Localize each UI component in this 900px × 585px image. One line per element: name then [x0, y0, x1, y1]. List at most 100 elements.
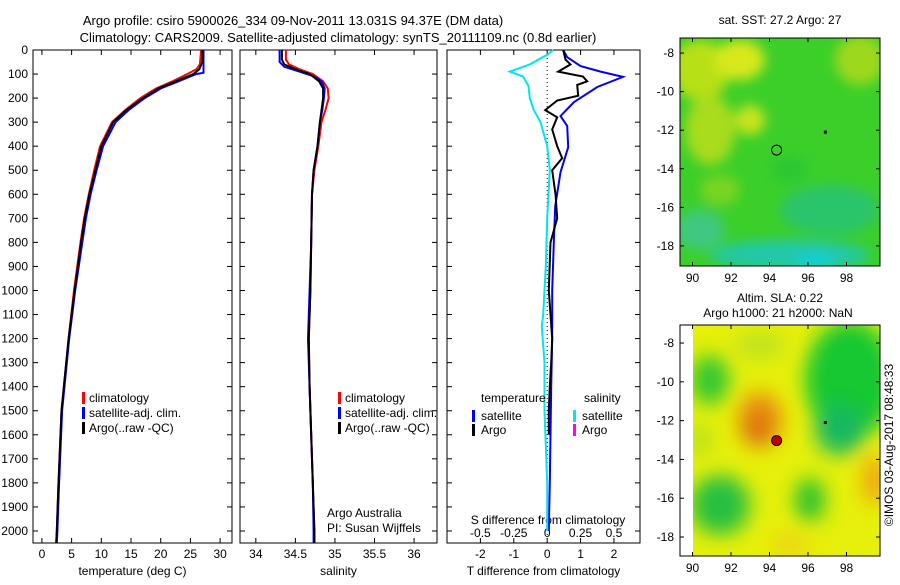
legend-label: Argo(..raw -QC) — [89, 421, 174, 435]
legend-marker — [338, 407, 341, 419]
lat-tick-label: -12 — [657, 123, 675, 137]
legend-marker-s_argo — [573, 424, 576, 436]
legend-marker — [82, 392, 85, 404]
lon-tick-label: 94 — [763, 561, 777, 575]
salinity-profile-xlabel: salinity — [320, 564, 357, 578]
sst-map-frame — [679, 37, 881, 267]
s-diff-tick-label: 0 — [544, 526, 551, 540]
legend-marker-s_sat — [573, 410, 576, 422]
lat-tick-label: -18 — [657, 530, 675, 544]
depth-tick-label: 400 — [8, 139, 28, 153]
legend-marker — [338, 422, 341, 434]
sla-map-title: Altim. SLA: 0.22 — [737, 291, 823, 305]
argo-position-marker — [771, 144, 783, 156]
series-line-s-satellite — [506, 49, 554, 531]
depth-tick-label: 200 — [8, 91, 28, 105]
difference-profile-xtick-label: -1 — [508, 547, 519, 561]
depth-tick-label: 500 — [8, 163, 28, 177]
lat-tick-label: -12 — [657, 414, 675, 428]
depth-tick-label: 1600 — [1, 428, 28, 442]
depth-tick-label: 900 — [8, 259, 28, 273]
temperature-profile-frame — [32, 49, 233, 544]
sst-map-image — [680, 38, 880, 266]
depth-tick-label: 1500 — [1, 404, 28, 418]
series-line-argo-raw-qc- — [280, 50, 325, 543]
depth-tick-label: 300 — [8, 115, 28, 129]
legend-label-t_argo: Argo — [481, 423, 507, 437]
sla-map-subtitle: Argo h1000: 21 h2000: NaN — [703, 306, 852, 320]
series-line-satellite-adj-clim- — [278, 50, 326, 543]
temperature-profile-xtick-label: 5 — [68, 547, 75, 561]
depth-tick-label: 1200 — [1, 332, 28, 346]
sla-map-nodata-strip — [681, 326, 693, 555]
depth-tick-label: 2000 — [1, 524, 28, 538]
salinity-profile-frame — [239, 49, 438, 544]
difference-profile-xtick-label: -2 — [475, 547, 486, 561]
sla-map-image — [693, 325, 880, 556]
legend-label-t_sat: satellite — [481, 409, 522, 423]
legend-marker — [82, 422, 85, 434]
copyright-text: ©IMOS 03-Aug-2017 08:48:33 — [882, 364, 896, 527]
depth-tick-label: 600 — [8, 187, 28, 201]
series-line-argo-raw-qc- — [55, 50, 204, 544]
salinity-profile-xtick-label: 34.5 — [284, 547, 308, 561]
series-line-satellite-adj-clim- — [55, 50, 205, 544]
temperature-profile-xtick-label: 30 — [213, 547, 227, 561]
legend-title-temperature: temperature — [481, 391, 546, 405]
s-diff-tick-label: 0.25 — [569, 526, 593, 540]
lat-tick-label: -16 — [657, 491, 675, 505]
annotation-line-1: Argo Australia — [327, 506, 402, 520]
legend-marker-t_argo — [472, 424, 475, 436]
legend-marker — [338, 392, 341, 404]
salinity-profile-xtick-label: 36 — [407, 547, 421, 561]
lat-tick-label: -8 — [663, 336, 674, 350]
depth-tick-label: 1000 — [1, 283, 28, 297]
series-line-t-satellite — [547, 49, 627, 532]
lat-tick-label: -8 — [663, 46, 674, 60]
legend-label: climatology — [345, 391, 405, 405]
temperature-profile-xtick-label: 0 — [39, 547, 46, 561]
lat-tick-label: -14 — [657, 162, 675, 176]
lat-tick-label: -10 — [657, 85, 675, 99]
temperature-profile-xtick-label: 15 — [124, 547, 138, 561]
depth-tick-label: 1900 — [1, 500, 28, 514]
difference-profile-xtick-label: 2 — [611, 547, 618, 561]
depth-tick-label: 1100 — [2, 308, 28, 322]
lon-tick-label: 92 — [724, 271, 738, 285]
lon-tick-label: 94 — [763, 271, 777, 285]
s-diff-tick-label: -0.25 — [500, 526, 528, 540]
difference-profile-xtick-label: 1 — [577, 547, 584, 561]
title-line-1: Argo profile: csiro 5900026_334 09-Nov-2… — [83, 13, 503, 28]
legend-label-s_sat: satellite — [582, 409, 623, 423]
argo-position-marker — [771, 435, 783, 447]
temperature-profile-xlabel: temperature (deg C) — [78, 564, 186, 578]
temperature-profile-xtick-label: 20 — [154, 547, 168, 561]
depth-tick-label: 1400 — [1, 380, 28, 394]
sst-map-title: sat. SST: 27.2 Argo: 27 — [719, 13, 842, 27]
legend-label: climatology — [89, 391, 149, 405]
lon-tick-label: 90 — [686, 271, 700, 285]
legend-marker-t_sat — [472, 410, 475, 422]
series-line-climatology — [284, 50, 330, 543]
legend-marker — [82, 407, 85, 419]
lat-tick-label: -14 — [657, 452, 675, 466]
title-line-2: Climatology: CARS2009. Satellite-adjuste… — [80, 30, 597, 45]
depth-tick-label: 1800 — [1, 476, 28, 490]
salinity-profile-xtick-label: 34 — [249, 547, 263, 561]
lon-tick-label: 96 — [801, 561, 815, 575]
sla-map-frame — [679, 324, 881, 557]
legend-label-s_argo: Argo — [582, 423, 608, 437]
series-line-t-argo — [543, 49, 589, 435]
lat-tick-label: -18 — [657, 239, 675, 253]
lon-tick-label: 96 — [801, 271, 815, 285]
difference-profile-frame — [446, 49, 641, 544]
float-track-dot — [823, 421, 827, 425]
salinity-profile-xtick-label: 35.5 — [363, 547, 387, 561]
lon-tick-label: 92 — [724, 561, 738, 575]
s-diff-tick-label: 0.5 — [606, 526, 623, 540]
difference-profile-xlabel: T difference from climatology — [467, 564, 621, 578]
temperature-profile-xtick-label: 10 — [95, 547, 109, 561]
salinity-profile-xtick-label: 35 — [328, 547, 342, 561]
float-track-dot — [823, 130, 827, 134]
